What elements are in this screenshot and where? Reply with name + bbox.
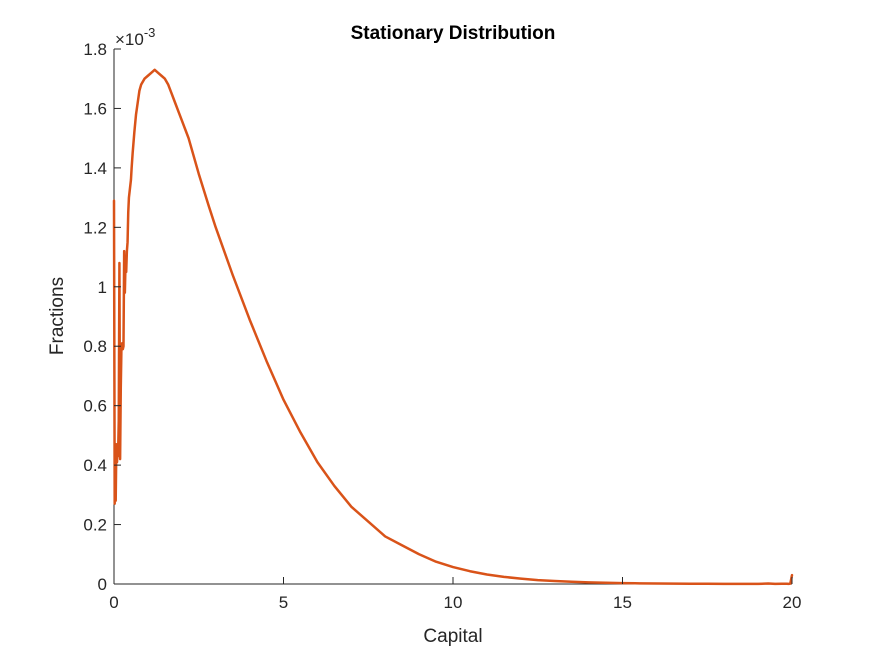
y-tick-label: 1.6 <box>83 99 107 118</box>
x-axis-label: Capital <box>423 626 482 647</box>
y-exponent-label: ×10-3 <box>115 25 155 49</box>
y-tick-label: 1.4 <box>83 159 107 178</box>
chart-title: Stationary Distribution <box>351 23 556 44</box>
x-tick-label: 20 <box>783 593 802 612</box>
y-axis-label: Fractions <box>47 277 68 355</box>
y-exponent-base: ×10-3 <box>115 25 155 49</box>
y-tick-label: 1.2 <box>83 218 107 237</box>
series-line <box>112 68 794 586</box>
y-tick-label: 0.4 <box>83 456 107 475</box>
x-tick-label: 10 <box>444 593 463 612</box>
y-tick-label: 1 <box>98 278 107 297</box>
series-layer <box>112 68 794 586</box>
y-tick-label: 0 <box>98 575 107 594</box>
y-tick-label: 0.2 <box>83 516 107 535</box>
ticks-layer: 0 5 10 15 20 0 0.2 0.4 0.6 0.8 1 1.2 1.4 1.6 1.8 <box>83 40 801 612</box>
y-tick-label: 0.8 <box>83 337 107 356</box>
y-tick-label: 1.8 <box>83 40 107 59</box>
x-tick-label: 0 <box>109 593 118 612</box>
x-tick-label: 5 <box>279 593 288 612</box>
x-tick-label: 15 <box>613 593 632 612</box>
y-tick-label: 0.6 <box>83 397 107 416</box>
